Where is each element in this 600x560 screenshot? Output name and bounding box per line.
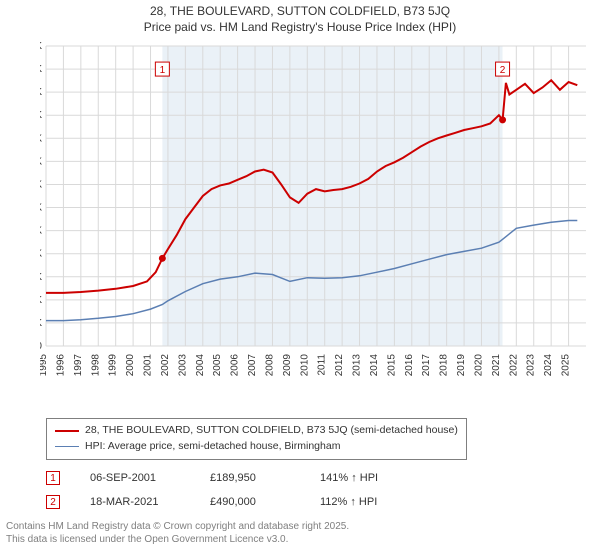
title-line1: 28, THE BOULEVARD, SUTTON COLDFIELD, B73… <box>0 4 600 20</box>
legend-item: 28, THE BOULEVARD, SUTTON COLDFIELD, B73… <box>55 423 458 439</box>
transaction-date: 18-MAR-2021 <box>90 496 180 508</box>
xtick-label: 2004 <box>195 354 206 377</box>
transaction-price: £189,950 <box>210 472 290 484</box>
xtick-label: 1995 <box>40 354 49 377</box>
footer-line1: Contains HM Land Registry data © Crown c… <box>6 520 349 533</box>
ytick-label: £50K <box>40 318 42 329</box>
footer-line2: This data is licensed under the Open Gov… <box>6 533 349 546</box>
xtick-label: 2002 <box>160 354 171 377</box>
legend-item: HPI: Average price, semi-detached house,… <box>55 439 458 455</box>
transaction-date: 06-SEP-2001 <box>90 472 180 484</box>
sale-marker-label: 2 <box>500 65 506 76</box>
sale-marker-dot <box>499 116 506 123</box>
xtick-label: 1998 <box>90 354 101 377</box>
xtick-label: 2010 <box>299 354 310 377</box>
xtick-label: 2024 <box>543 354 554 377</box>
xtick-label: 1996 <box>55 354 66 377</box>
ytick-label: £400K <box>40 156 42 167</box>
ytick-label: £350K <box>40 179 42 190</box>
footer: Contains HM Land Registry data © Crown c… <box>6 520 349 546</box>
xtick-label: 2012 <box>334 354 345 377</box>
xtick-label: 2020 <box>473 354 484 377</box>
sale-marker-dot <box>159 255 166 262</box>
xtick-label: 1999 <box>108 354 119 377</box>
legend-label: HPI: Average price, semi-detached house,… <box>85 439 340 455</box>
sale-period-band <box>162 46 502 346</box>
price-chart: £0 £50K £100K £150K £200K £250K £300K £350K £400… <box>40 42 590 402</box>
ytick-label: £600K <box>40 64 42 75</box>
xtick-label: 2001 <box>143 354 154 377</box>
transaction-hpi: 141% ↑ HPI <box>320 472 420 484</box>
xtick-label: 2021 <box>491 354 502 377</box>
ytick-label: £0 <box>40 341 42 352</box>
legend-swatch <box>55 446 79 447</box>
legend: 28, THE BOULEVARD, SUTTON COLDFIELD, B73… <box>46 418 467 460</box>
ytick-label: £300K <box>40 203 42 214</box>
xtick-label: 2008 <box>264 354 275 377</box>
transaction-marker: 1 <box>46 471 60 485</box>
xtick-label: 2014 <box>369 354 380 377</box>
legend-label: 28, THE BOULEVARD, SUTTON COLDFIELD, B73… <box>85 423 458 439</box>
transaction-row: 2 18-MAR-2021 £490,000 112% ↑ HPI <box>46 490 420 514</box>
title-line2: Price paid vs. HM Land Registry's House … <box>0 20 600 36</box>
ytick-label: £450K <box>40 133 42 144</box>
transaction-marker: 2 <box>46 495 60 509</box>
ytick-label: £550K <box>40 87 42 98</box>
ytick-label: £200K <box>40 249 42 260</box>
xtick-label: 2017 <box>421 354 432 377</box>
xtick-label: 2013 <box>352 354 363 377</box>
legend-swatch <box>55 430 79 432</box>
xtick-label: 2025 <box>561 354 572 377</box>
xtick-label: 2018 <box>439 354 450 377</box>
transaction-row: 1 06-SEP-2001 £189,950 141% ↑ HPI <box>46 466 420 490</box>
ytick-label: £150K <box>40 272 42 283</box>
transaction-price: £490,000 <box>210 496 290 508</box>
sale-marker-label: 1 <box>160 65 166 76</box>
xtick-label: 2023 <box>526 354 537 377</box>
transaction-hpi: 112% ↑ HPI <box>320 496 420 508</box>
xtick-label: 1997 <box>73 354 84 377</box>
xtick-label: 2005 <box>212 354 223 377</box>
ytick-label: £650K <box>40 42 42 52</box>
xtick-label: 2006 <box>230 354 241 377</box>
chart-title: 28, THE BOULEVARD, SUTTON COLDFIELD, B73… <box>0 0 600 35</box>
xtick-label: 2009 <box>282 354 293 377</box>
xtick-label: 2016 <box>404 354 415 377</box>
ytick-label: £500K <box>40 110 42 121</box>
xtick-label: 2000 <box>125 354 136 377</box>
xtick-label: 2003 <box>177 354 188 377</box>
xtick-label: 2011 <box>317 354 328 376</box>
xtick-label: 2019 <box>456 354 467 377</box>
xtick-label: 2007 <box>247 354 258 377</box>
xtick-label: 2022 <box>508 354 519 377</box>
xtick-label: 2015 <box>386 354 397 377</box>
ytick-label: £250K <box>40 226 42 237</box>
ytick-label: £100K <box>40 295 42 306</box>
transactions-table: 1 06-SEP-2001 £189,950 141% ↑ HPI 2 18-MAR-20… <box>46 466 420 514</box>
